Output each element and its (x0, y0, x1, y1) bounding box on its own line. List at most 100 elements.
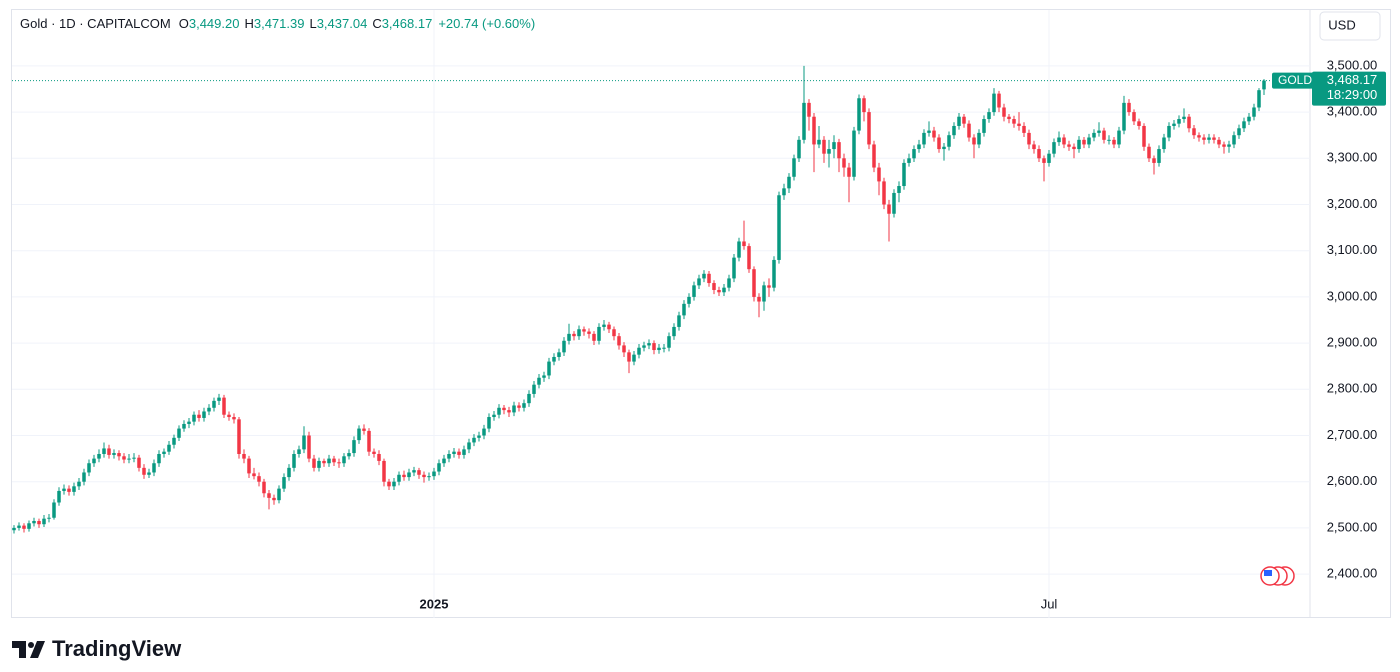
candle-body (1027, 132, 1031, 145)
candle-body (1057, 137, 1061, 143)
candle-body (287, 467, 291, 478)
candle-body (302, 435, 306, 450)
candle-body (592, 333, 596, 341)
y-tick-label: 3,400.00 (1327, 104, 1378, 119)
candle-body (1217, 139, 1221, 145)
candle-body (627, 352, 631, 362)
candle-body (1157, 149, 1161, 163)
candle-body (927, 130, 931, 133)
candle-body (672, 326, 676, 337)
candle-body (1247, 116, 1251, 122)
candle-body (522, 403, 526, 408)
candle-body (827, 149, 831, 154)
candle-body (1257, 90, 1261, 108)
candle-body (707, 273, 711, 284)
symbol-title: Gold · 1D · CAPITALCOM (20, 16, 171, 31)
candle-body (597, 326, 601, 341)
candle-body (237, 419, 241, 454)
candle-body (727, 278, 731, 288)
candle-body (1122, 102, 1126, 131)
candle-body (347, 453, 351, 457)
candle-body (37, 520, 41, 525)
candle-body (1187, 116, 1191, 129)
candle-body (607, 324, 611, 330)
candle-body (327, 458, 331, 464)
candle-body (222, 397, 226, 415)
candle-body (377, 453, 381, 461)
candle-body (82, 472, 86, 482)
logo: TradingView (12, 636, 182, 661)
candle-body (757, 296, 761, 302)
currency-button[interactable] (1319, 11, 1381, 41)
candle-body (887, 204, 891, 214)
candle-body (357, 428, 361, 441)
candle-body (1127, 102, 1131, 113)
candle-body (817, 139, 821, 145)
candle-body (1037, 149, 1041, 159)
candle-body (477, 435, 481, 438)
candle-body (512, 405, 516, 413)
candle-body (712, 283, 716, 290)
candle-body (112, 453, 116, 455)
candle-body (272, 497, 276, 501)
candle-body (1022, 125, 1026, 133)
candle-body (1237, 128, 1241, 136)
candle-body (937, 137, 941, 150)
candle-body (207, 407, 211, 412)
low-value: 3,437.04 (317, 16, 368, 31)
price-tag: 3,468.17 (1327, 72, 1378, 87)
candle-body (717, 289, 721, 293)
candle-body (102, 448, 106, 454)
candle-body (292, 453, 296, 468)
candle-body (352, 440, 356, 454)
candle-body (782, 188, 786, 196)
candle-body (917, 144, 921, 150)
brand: TradingView (52, 636, 182, 661)
candle-body (587, 331, 591, 334)
candle-body (807, 102, 811, 117)
candle-body (217, 397, 221, 401)
candle-body (982, 119, 986, 133)
candle-body (567, 333, 571, 341)
open-value: 3,449.20 (189, 16, 240, 31)
candle-body (822, 139, 826, 154)
y-tick-label: 2,700.00 (1327, 427, 1378, 442)
candle-body (1222, 144, 1226, 147)
candle-body (1072, 146, 1076, 150)
candle-body (1112, 139, 1116, 145)
candle-body (737, 241, 741, 258)
candle-body (1047, 153, 1051, 163)
candle-body (1082, 139, 1086, 145)
candle-body (537, 377, 541, 385)
candle-body (1227, 144, 1231, 147)
candle-body (1152, 158, 1156, 163)
candle-body (247, 458, 251, 474)
candle-body (22, 525, 26, 529)
candle-body (362, 428, 366, 431)
candle-body (957, 116, 961, 126)
candle-body (277, 488, 281, 501)
candle-body (527, 393, 531, 404)
candle-body (542, 375, 546, 378)
currency[interactable]: USD (1328, 17, 1355, 32)
candle-body (462, 449, 466, 455)
candle-body (27, 523, 31, 529)
candle-body (902, 162, 906, 187)
candle-body (442, 458, 446, 464)
candle-body (427, 476, 431, 478)
candle-body (262, 481, 266, 494)
candle-body (692, 285, 696, 297)
candle-body (412, 470, 416, 473)
candle-body (972, 137, 976, 145)
candle-body (867, 112, 871, 145)
y-tick-label: 2,400.00 (1327, 566, 1378, 581)
candle-body (572, 333, 576, 337)
close-value: 3,468.17 (382, 16, 433, 31)
candle-body (1262, 80, 1266, 90)
candle-body (152, 463, 156, 473)
candle-body (742, 241, 746, 247)
grid (12, 10, 1310, 618)
candle-body (17, 525, 21, 528)
candle-body (1212, 137, 1216, 140)
